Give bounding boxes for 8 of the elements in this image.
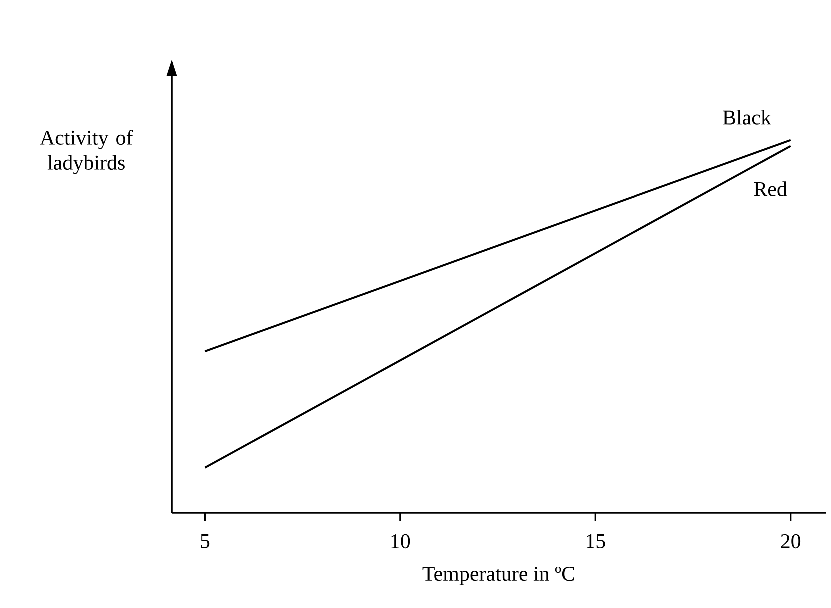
y-axis-title: Activity of ladybirds [40,130,134,174]
x-tick-label: 10 [392,534,410,549]
series-label: Black [723,110,772,125]
series-label: Red [754,182,788,196]
x-tick-label: 15 [586,534,606,548]
x-tick-label: 20 [781,534,801,549]
x-axis-title: Temperature in ºC [422,566,574,586]
x-tick-label: 5 [201,534,210,548]
